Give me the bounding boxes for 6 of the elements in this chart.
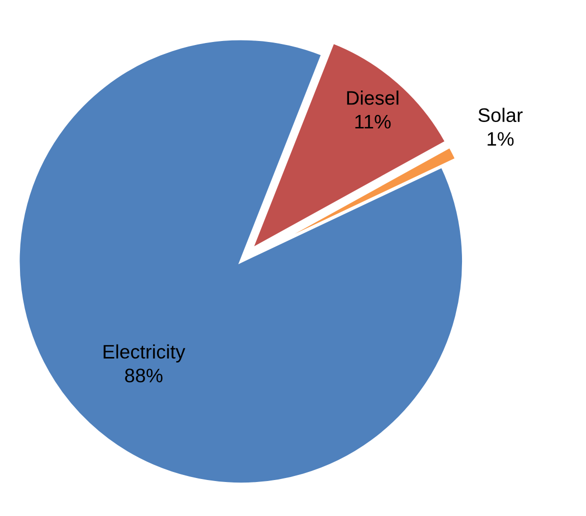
slice-label: Solar: [478, 108, 523, 122]
slice-label: Electricity: [104, 344, 186, 362]
data-label: 88%: [125, 368, 162, 382]
data-label: 1%: [488, 132, 514, 146]
slice-label: Diesel: [347, 90, 398, 105]
data-label: 11%: [355, 114, 391, 129]
